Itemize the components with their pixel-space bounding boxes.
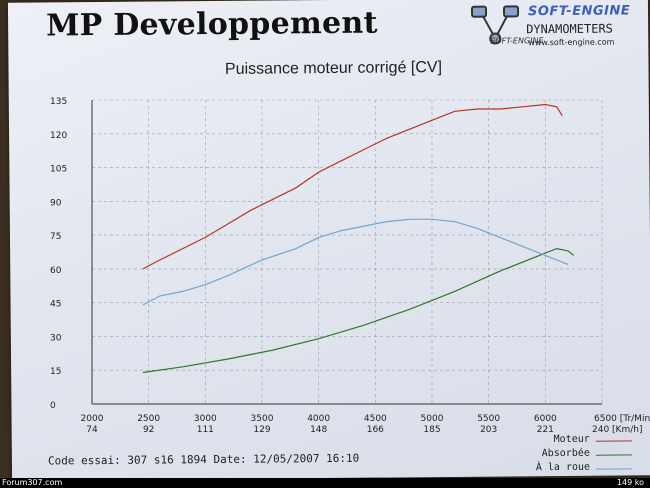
x-tick-rpm: 5500 (477, 414, 500, 424)
x-tick-rpm: 2500 (137, 414, 160, 424)
y-tick-label: 105 (50, 165, 67, 175)
x-tick-rpm: 6000 (534, 414, 557, 424)
x-tick-rpm: 2000 (81, 414, 104, 424)
dyno-sheet: MP Developpement SOFT-ENGINE SOFT-ENGINE… (7, 0, 650, 481)
x-tick-rpm: 6500 [Tr/Min.] (594, 414, 650, 424)
x-tick-kmh: 129 (253, 425, 270, 435)
x-tick-kmh: 74 (86, 425, 98, 435)
series-line-1 (142, 247, 575, 374)
x-tick-kmh: 221 (537, 425, 554, 435)
series-line-0 (142, 103, 563, 270)
x-tick-rpm: 4500 (364, 414, 387, 424)
y-tick-label: 90 (50, 198, 62, 208)
x-tick-kmh: 203 (480, 425, 497, 435)
y-tick-label: 135 (50, 97, 67, 107)
x-tick-rpm: 4000 (307, 414, 330, 424)
x-tick-kmh: 92 (143, 425, 154, 435)
y-tick-label: 0 (50, 401, 56, 411)
x-tick-kmh: 185 (423, 425, 440, 435)
x-tick-kmh: 148 (310, 425, 327, 435)
y-tick-label: 30 (50, 333, 62, 343)
x-tick-rpm: 5000 (421, 414, 444, 424)
file-size-label: 149 ko (616, 478, 644, 487)
x-tick-kmh: 111 (197, 425, 214, 435)
x-tick-rpm: 3500 (251, 414, 274, 424)
bottom-bar (0, 478, 650, 488)
x-tick-rpm: 3000 (194, 414, 217, 424)
series-line-2 (142, 218, 569, 306)
y-tick-label: 15 (50, 367, 61, 377)
x-tick-kmh: 240 [Km/h] (592, 425, 642, 435)
forum-watermark: Forum307.com (2, 478, 63, 487)
y-tick-label: 60 (50, 266, 62, 276)
y-tick-label: 45 (50, 300, 61, 310)
x-tick-kmh: 166 (367, 425, 384, 435)
soft-engine-logo: SOFT-ENGINE SOFT-ENGINE DYNAMOMETERS www… (462, 3, 650, 55)
pistons-logo-icon (470, 5, 520, 45)
y-tick-label: 120 (50, 131, 67, 141)
y-tick-label: 75 (50, 232, 61, 242)
